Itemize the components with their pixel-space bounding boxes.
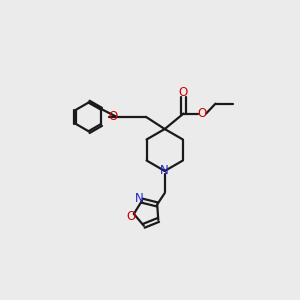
Text: O: O [198,107,207,120]
Text: N: N [160,164,169,178]
Text: O: O [108,110,118,123]
Text: N: N [135,192,143,205]
Text: O: O [126,210,136,223]
Text: O: O [179,86,188,99]
